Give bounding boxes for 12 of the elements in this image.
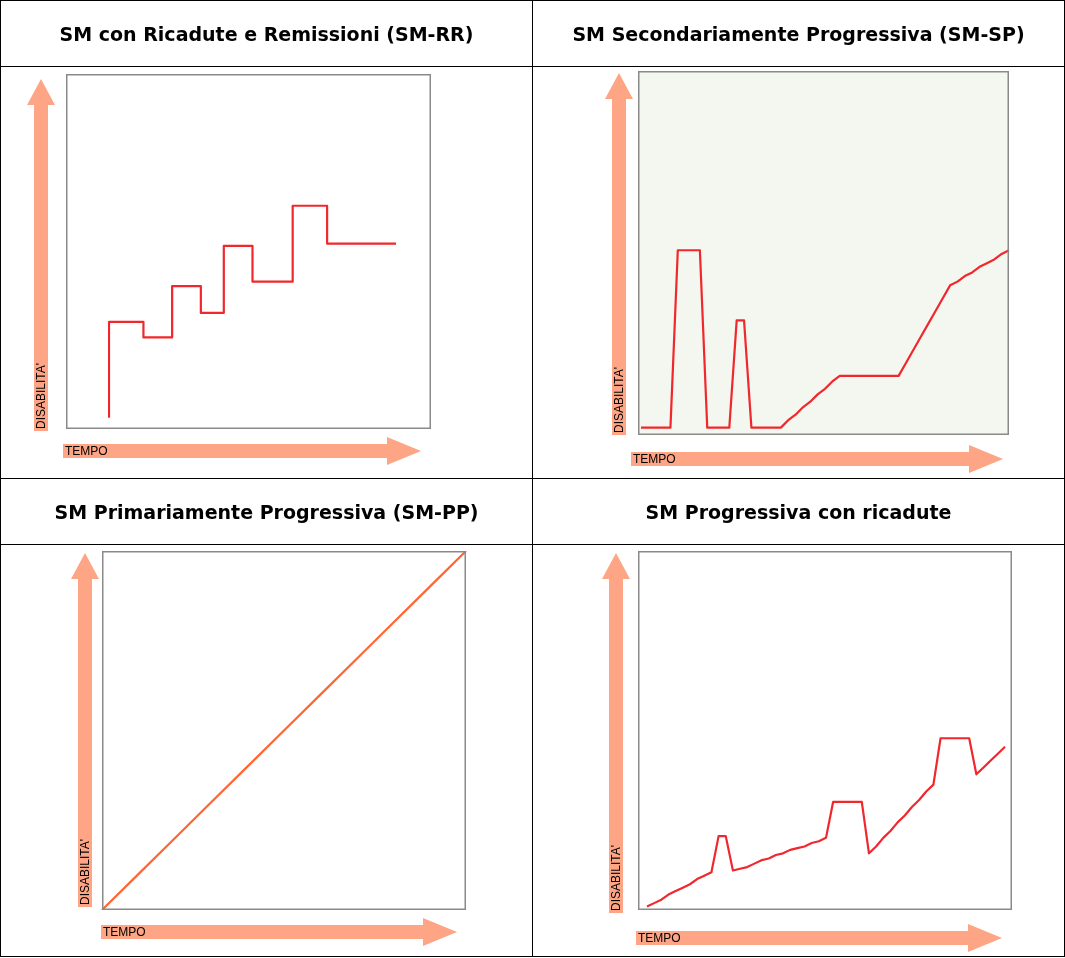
x-axis-title: TEMPO xyxy=(638,931,681,945)
y-axis-title: DISABILITA' xyxy=(34,362,48,429)
chart-title: SM con Ricadute e Remissioni (SM-RR) xyxy=(0,0,533,67)
y-axis-title: DISABILITA' xyxy=(612,366,626,433)
chart-title: SM Primariamente Progressiva (SM-PP) xyxy=(0,478,533,545)
y-axis-title: DISABILITA' xyxy=(78,838,92,905)
chart-title: SM Progressiva con ricadute xyxy=(532,478,1065,545)
y-axis-title: DISABILITA' xyxy=(609,844,623,911)
x-axis-title: TEMPO xyxy=(65,444,108,458)
x-axis-title: TEMPO xyxy=(633,452,676,466)
x-axis-title: TEMPO xyxy=(103,925,146,939)
chart-title: SM Secondariamente Progressiva (SM-SP) xyxy=(532,0,1065,67)
